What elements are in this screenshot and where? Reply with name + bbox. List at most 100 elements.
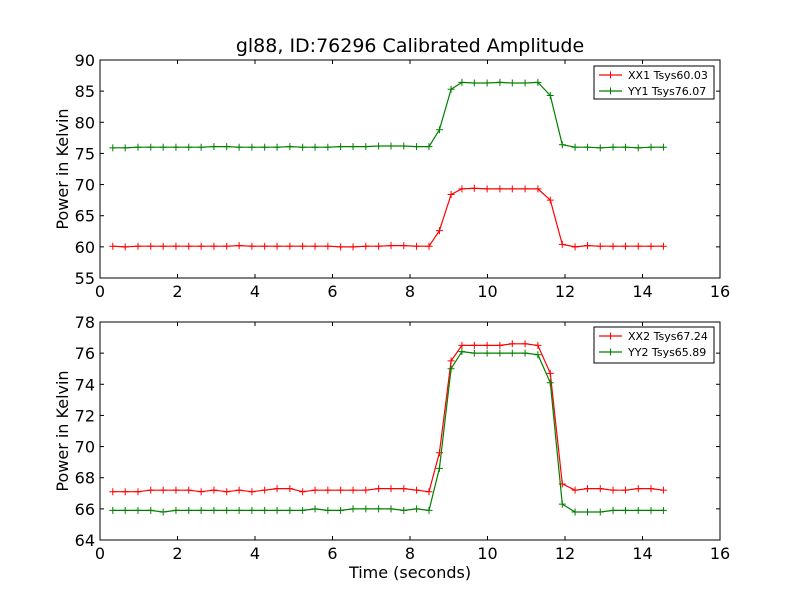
data-point: [621, 143, 629, 151]
data-point: [596, 144, 604, 152]
data-point: [508, 185, 516, 193]
data-point: [647, 506, 655, 514]
x-tick-label: 8: [405, 282, 415, 301]
data-point: [583, 508, 591, 516]
y-tick-label: 74: [75, 375, 95, 394]
data-point: [109, 506, 117, 514]
data-point: [483, 341, 491, 349]
y-tick-label: 76: [75, 344, 95, 363]
data-point: [413, 505, 421, 513]
data-point: [324, 506, 332, 514]
data-point: [159, 143, 167, 151]
y-tick-label: 72: [75, 406, 95, 425]
data-point: [147, 506, 155, 514]
data-point: [534, 341, 542, 349]
data-point: [197, 506, 205, 514]
data-point: [400, 485, 408, 493]
data-point: [508, 349, 516, 357]
data-point: [521, 340, 529, 348]
x-axis-label: Time (seconds): [348, 563, 471, 582]
data-point: [134, 242, 142, 250]
legend-marker: [607, 332, 614, 340]
data-point: [337, 143, 345, 151]
x-tick-label: 2: [172, 544, 182, 563]
data-point: [299, 506, 307, 514]
data-point: [273, 143, 281, 151]
x-tick-label: 10: [477, 282, 497, 301]
data-point: [223, 506, 231, 514]
data-point: [470, 79, 478, 87]
x-tick-label: 14: [632, 282, 652, 301]
data-point: [387, 485, 395, 493]
data-point: [121, 144, 129, 152]
y-tick-label: 70: [75, 176, 95, 195]
legend-label: YY2 Tsys65.89: [627, 346, 706, 359]
data-point: [185, 242, 193, 250]
data-point: [609, 143, 617, 151]
data-point: [235, 506, 243, 514]
x-tick-label: 0: [95, 544, 105, 563]
data-point: [470, 184, 478, 192]
data-point: [621, 242, 629, 250]
data-point: [261, 486, 269, 494]
data-point: [197, 143, 205, 151]
data-point: [571, 486, 579, 494]
legend-marker: [607, 71, 614, 79]
data-point: [273, 485, 281, 493]
data-point: [109, 242, 117, 250]
data-point: [447, 191, 455, 199]
data-point: [349, 505, 357, 513]
y-axis-label: Power in Kelvin: [53, 370, 72, 491]
data-point: [159, 242, 167, 250]
chart-title: gl88, ID:76296 Calibrated Amplitude: [236, 35, 584, 57]
x-tick-label: 4: [250, 544, 260, 563]
data-point: [647, 242, 655, 250]
data-point: [521, 185, 529, 193]
x-tick-label: 12: [555, 544, 575, 563]
legend-label: XX1 Tsys60.03: [628, 69, 708, 82]
y-tick-label: 70: [75, 438, 95, 457]
data-point: [558, 500, 566, 508]
data-point: [349, 243, 357, 251]
data-point: [172, 143, 180, 151]
data-point: [521, 79, 529, 87]
data-point: [447, 365, 455, 373]
x-tick-label: 6: [327, 282, 337, 301]
data-point: [425, 506, 433, 514]
x-tick-label: 4: [250, 282, 260, 301]
data-point: [261, 242, 269, 250]
top-chart-panel: 0 2 4 6 8 10 12 14 16 55 60 65 70 75 80 85 90 Power in Ke…: [53, 51, 730, 301]
x-tick-label: 14: [632, 544, 652, 563]
data-point: [375, 142, 383, 150]
x-tick-label: 2: [172, 282, 182, 301]
data-point: [659, 143, 667, 151]
data-point: [546, 196, 554, 204]
y-tick-label: 80: [75, 113, 95, 132]
data-point: [634, 506, 642, 514]
data-point: [324, 242, 332, 250]
y-tick-label: 78: [75, 313, 95, 332]
data-point: [223, 488, 231, 496]
legend: [593, 65, 715, 100]
data-point: [248, 242, 256, 250]
data-point: [185, 506, 193, 514]
data-point: [223, 143, 231, 151]
data-point: [458, 348, 466, 356]
data-point: [458, 78, 466, 86]
y-tick-label: 66: [75, 500, 95, 519]
data-point: [634, 144, 642, 152]
data-point: [134, 488, 142, 496]
data-point: [508, 340, 516, 348]
data-point: [496, 349, 504, 357]
data-point: [286, 242, 294, 250]
data-point: [634, 242, 642, 250]
data-point: [609, 486, 617, 494]
data-point: [286, 485, 294, 493]
x-tick-label: 6: [327, 544, 337, 563]
data-point: [583, 143, 591, 151]
data-point: [647, 485, 655, 493]
data-point: [458, 185, 466, 193]
data-point: [299, 143, 307, 151]
data-point: [362, 505, 370, 513]
